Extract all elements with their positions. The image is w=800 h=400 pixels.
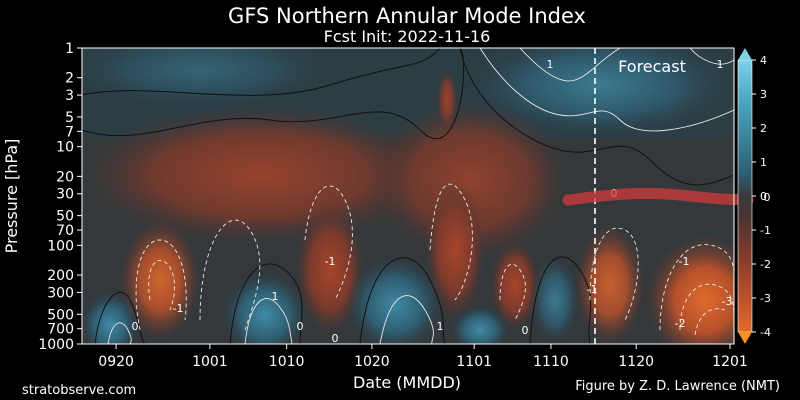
x-axis: 0920 1001 1010 1020 1101 1110 1120 1201 bbox=[98, 344, 748, 370]
y-tick-label: 50 bbox=[56, 209, 74, 225]
red-core-1128 bbox=[645, 235, 734, 344]
y-tick-label: 1000 bbox=[38, 337, 74, 353]
contour-label: -1 bbox=[587, 283, 598, 296]
blue-core-1027 bbox=[345, 255, 445, 344]
colorbar-top-arrow bbox=[738, 48, 752, 60]
colorbar-tick-label: 3 bbox=[760, 88, 767, 101]
x-tick-label: 1010 bbox=[269, 354, 305, 370]
chart-title: GFS Northern Annular Mode Index bbox=[228, 4, 586, 28]
negative-contours bbox=[135, 183, 734, 336]
x-tick-label: 1110 bbox=[533, 354, 569, 370]
x-axis-label: Date (MMDD) bbox=[353, 373, 461, 392]
positive-contours bbox=[107, 48, 734, 344]
contour-label: -1 bbox=[679, 255, 690, 268]
colorbar-tick-label: 4 bbox=[760, 54, 767, 67]
blue-core-1112 bbox=[530, 255, 580, 344]
y-tick-label: 70 bbox=[56, 223, 74, 239]
colorbar: 4 3 2 1 0 -1 -2 -3 -4 bbox=[737, 48, 771, 344]
contour-label: 1 bbox=[437, 320, 444, 333]
x-tick-label: 1101 bbox=[456, 354, 492, 370]
colorbar-bottom-arrow bbox=[738, 332, 752, 344]
contour-label: -3 bbox=[722, 295, 733, 308]
colorbar-ticks: 4 3 2 1 0 -1 -2 -3 -4 bbox=[752, 54, 771, 339]
zero-contours bbox=[82, 48, 734, 344]
x-tick-label: 1201 bbox=[712, 354, 748, 370]
blue-core-1105 bbox=[450, 305, 510, 344]
colorbar-tick-label: -1 bbox=[760, 224, 771, 237]
y-tick-label: 30 bbox=[56, 187, 74, 203]
annotation-zero: 0 bbox=[764, 191, 771, 204]
colorbar-tick-label: 1 bbox=[760, 156, 767, 169]
y-tick-label: 500 bbox=[47, 307, 74, 323]
x-tick-label: 1001 bbox=[192, 354, 228, 370]
top-red-spot bbox=[437, 70, 457, 130]
contour-label: 0 bbox=[132, 320, 139, 333]
y-tick-label: 300 bbox=[47, 285, 74, 301]
plot-frame bbox=[81, 47, 735, 345]
y-tick-label: 100 bbox=[47, 238, 74, 254]
colorbar-tick-label: 2 bbox=[760, 122, 767, 135]
contour-label: -1 bbox=[173, 302, 184, 315]
x-tick-label: 1020 bbox=[354, 354, 390, 370]
y-tick-label: 3 bbox=[65, 88, 74, 104]
footer-credit: Figure by Z. D. Lawrence (NMT) bbox=[575, 379, 780, 394]
colorbar-tick-label: 0 bbox=[760, 190, 767, 203]
x-tick-label: 1120 bbox=[618, 354, 654, 370]
contour-label: -2 bbox=[675, 317, 686, 330]
colorbar-tick-label: -2 bbox=[760, 258, 771, 271]
contour-label: 0 bbox=[332, 332, 339, 345]
y-tick-label: 200 bbox=[47, 268, 74, 284]
colorbar-body bbox=[737, 59, 753, 333]
contour-label: 0 bbox=[297, 320, 304, 333]
y-tick-label: 2 bbox=[65, 71, 74, 87]
mid-red-region-2 bbox=[370, 100, 570, 260]
highlight-stroke bbox=[562, 187, 754, 206]
blue-core-0915 bbox=[82, 290, 140, 344]
y-axis-label: Pressure [hPa] bbox=[2, 139, 21, 254]
mid-red-region bbox=[82, 105, 440, 245]
forecast-label: Forecast bbox=[618, 57, 686, 76]
red-core-1118 bbox=[575, 225, 645, 344]
contour-label: 0 bbox=[522, 324, 529, 337]
y-tick-label: 1 bbox=[65, 41, 74, 57]
y-tick-label: 10 bbox=[56, 140, 74, 156]
contour-label: -1 bbox=[325, 255, 336, 268]
plot-area: 0 -1 1 -1 0 1 0 -1 0 -1 1 -2 -3 1 0 Fore… bbox=[82, 48, 734, 345]
contour-label: 1 bbox=[547, 58, 554, 71]
y-tick-label: 700 bbox=[47, 322, 74, 338]
contour-label: 1 bbox=[272, 290, 279, 303]
y-tick-label: 7 bbox=[65, 124, 74, 140]
red-core-1107 bbox=[490, 240, 540, 330]
chart-subtitle: Fcst Init: 2022-11-16 bbox=[324, 27, 491, 46]
x-tick-label: 0920 bbox=[98, 354, 134, 370]
colorbar-tick-label: -3 bbox=[760, 292, 771, 305]
contour-label: 1 bbox=[717, 58, 724, 71]
y-tick-label: 20 bbox=[56, 169, 74, 185]
y-tick-label: 5 bbox=[65, 110, 74, 126]
red-core-0925 bbox=[120, 220, 200, 340]
colorbar-tick-label: -4 bbox=[760, 326, 771, 339]
footer-site: stratobserve.com bbox=[22, 383, 136, 398]
upper-blue-region-left bbox=[82, 48, 340, 110]
